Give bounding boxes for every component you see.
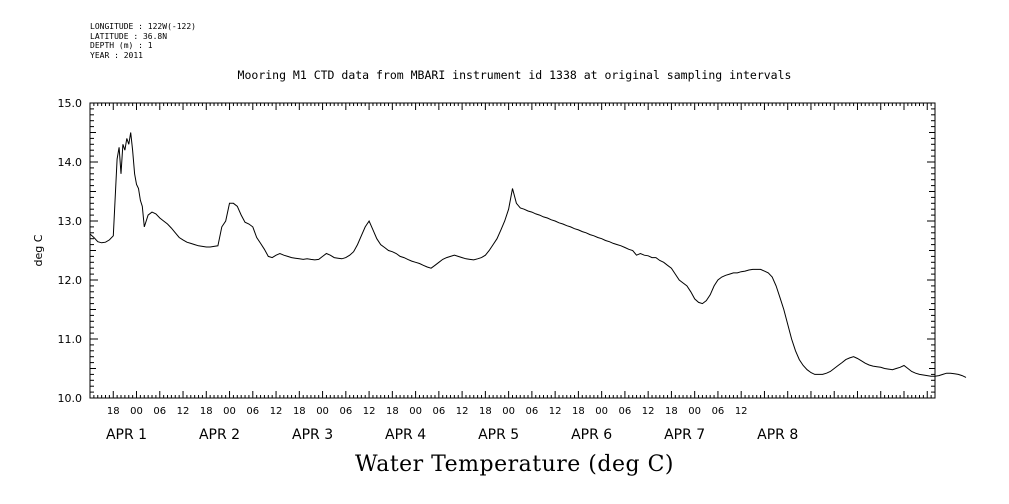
x-tick-label: 12 (177, 406, 190, 417)
x-axis-title: Water Temperature (deg C) (355, 452, 674, 477)
x-tick-label: 06 (339, 406, 352, 417)
x-tick-label: 00 (316, 406, 329, 417)
x-tick-label: 00 (130, 406, 143, 417)
x-day-label: APR 4 (385, 427, 426, 443)
x-tick-label: 18 (107, 406, 120, 417)
latitude-label: LATITUDE : 36.8N (90, 31, 168, 41)
x-tick-label: 18 (293, 406, 306, 417)
axis-ticks (89, 102, 936, 399)
depth-label: DEPTH (m) : 1 (90, 41, 153, 50)
x-tick-label: 06 (153, 406, 166, 417)
y-axis-title: deg C (32, 234, 45, 266)
x-tick-label: 00 (409, 406, 422, 417)
x-tick-label: 12 (270, 406, 283, 417)
x-day-label: APR 1 (106, 427, 147, 443)
x-tick-label: 06 (712, 406, 725, 417)
x-tick-label: 00 (595, 406, 608, 417)
x-day-label: APR 5 (478, 427, 519, 443)
y-tick-label: 15.0 (58, 97, 83, 110)
axis-labels: 18 00 06 12 18 00 06 12 18 00 06 12 18 00 06 12 18 00 06 12… (32, 97, 798, 443)
x-day-label: APR 8 (757, 427, 798, 443)
x-tick-label: 18 (200, 406, 213, 417)
y-tick-label: 11.0 (58, 333, 83, 346)
x-tick-label: 06 (432, 406, 445, 417)
x-tick-label: 06 (246, 406, 259, 417)
x-tick-label: 12 (735, 406, 748, 417)
x-tick-label: 18 (665, 406, 678, 417)
x-day-label: APR 2 (199, 427, 240, 443)
longitude-label: LONGITUDE : 122W(-122) (90, 22, 196, 31)
y-tick-label: 12.0 (58, 274, 83, 287)
x-tick-label: 06 (619, 406, 632, 417)
y-tick-label: 10.0 (58, 392, 83, 405)
x-tick-label: 00 (223, 406, 236, 417)
chart-title: Mooring M1 CTD data from MBARI instrumen… (237, 68, 792, 82)
x-day-label: APR 6 (571, 427, 612, 443)
x-tick-label: 12 (642, 406, 655, 417)
x-tick-label: 18 (572, 406, 585, 417)
plot-frame (89, 102, 936, 399)
x-day-label: APR 7 (664, 427, 705, 443)
x-tick-label: 18 (479, 406, 492, 417)
x-day-label: APR 3 (292, 427, 333, 443)
x-tick-label: 12 (549, 406, 562, 417)
x-tick-label: 06 (526, 406, 539, 417)
x-tick-label: 12 (456, 406, 469, 417)
x-tick-label: 00 (688, 406, 701, 417)
y-tick-label: 14.0 (58, 156, 83, 169)
x-tick-label: 18 (386, 406, 399, 417)
x-tick-label: 00 (502, 406, 515, 417)
x-tick-label: 12 (363, 406, 376, 417)
water-temperature-line (89, 132, 967, 378)
year-label: YEAR : 2011 (90, 50, 143, 60)
y-tick-label: 13.0 (58, 215, 83, 228)
metadata-block: LONGITUDE : 122W(-122) LATITUDE : 36.8N … (90, 22, 196, 60)
